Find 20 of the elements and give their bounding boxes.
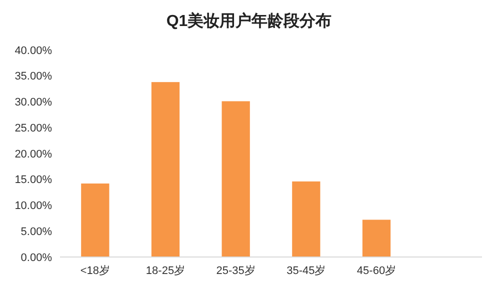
y-tick-label: 10.00% (14, 200, 52, 212)
bar (81, 184, 110, 257)
x-tick-label: 45-60岁 (356, 265, 396, 277)
y-tick-label: 20.00% (14, 148, 52, 160)
chart-title: Q1美妆用户年龄段分布 (166, 11, 332, 30)
bar (362, 220, 391, 257)
y-tick-label: 30.00% (14, 96, 52, 109)
y-tick-label: 40.00% (14, 44, 52, 57)
y-tick-label: 15.00% (14, 174, 52, 186)
x-tick-label: <18岁 (80, 265, 110, 277)
x-tick-label: 25-35岁 (216, 265, 256, 277)
y-tick-label: 35.00% (14, 70, 52, 83)
y-tick-label: 5.00% (20, 226, 52, 238)
y-tick-label: 25.00% (14, 122, 52, 134)
bar (151, 82, 180, 257)
x-tick-label: 18-25岁 (146, 265, 186, 277)
x-tick-label: 35-45岁 (286, 265, 326, 277)
bar (222, 101, 250, 257)
bar (292, 181, 320, 257)
y-tick-label: 0.00% (20, 252, 52, 264)
